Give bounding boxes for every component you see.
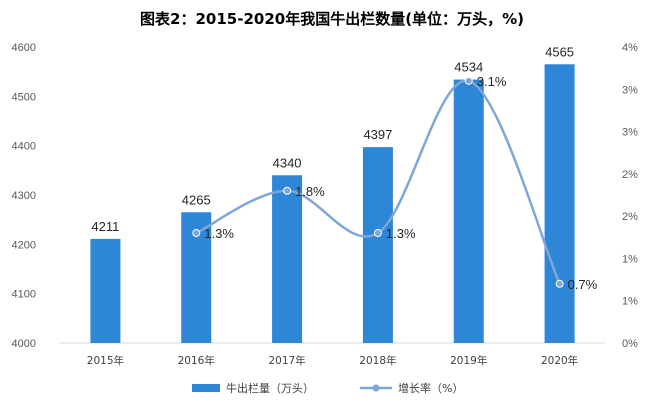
y-left-tick-label: 4600 bbox=[12, 42, 36, 54]
bar-data-label: 4397 bbox=[363, 127, 392, 142]
bar-data-label: 4565 bbox=[545, 44, 574, 59]
y-right-tick-label: 3% bbox=[622, 127, 638, 139]
x-tick-label: 2018年 bbox=[359, 354, 396, 367]
y-right-tick-label: 3% bbox=[622, 84, 638, 96]
legend-label-line: 增长率（%） bbox=[398, 381, 463, 395]
growth-rate-point bbox=[192, 229, 201, 238]
y-right-tick-label: 1% bbox=[622, 296, 638, 308]
axes-group: 4000 4100 4200 4300 4400 4500 4600 0% 1% 1% 2% 2% 3%… bbox=[12, 42, 639, 367]
y-left-tick-label: 4000 bbox=[12, 338, 36, 350]
x-tick-label: 2020年 bbox=[541, 354, 578, 367]
legend-label-bars: 牛出栏量（万头） bbox=[226, 381, 314, 395]
bar bbox=[544, 64, 575, 344]
x-tick-label: 2017年 bbox=[268, 354, 305, 367]
bars-group: 4211 4265 4340 4397 4534 4565 bbox=[90, 44, 575, 344]
legend-marker-line bbox=[372, 384, 380, 392]
growth-rate-point bbox=[283, 186, 292, 195]
y-right-tick-label: 2% bbox=[622, 211, 638, 223]
bar bbox=[453, 79, 484, 343]
y-left-tick-label: 4100 bbox=[12, 289, 36, 301]
bar bbox=[272, 175, 303, 343]
x-tick-label: 2015年 bbox=[87, 354, 124, 367]
growth-rate-point bbox=[555, 279, 564, 288]
y-right-tick-label: 1% bbox=[622, 253, 638, 265]
y-left-tick-label: 4200 bbox=[12, 239, 36, 251]
x-tick-label: 2016年 bbox=[178, 354, 215, 367]
y-right-tick-label: 4% bbox=[622, 42, 638, 54]
y-left-tick-label: 4300 bbox=[12, 190, 36, 202]
y-right-tick-label: 2% bbox=[622, 169, 638, 181]
chart-title: 图表2：2015-2020年我国牛出栏数量(单位：万头，%) bbox=[140, 10, 524, 28]
growth-rate-point bbox=[373, 229, 382, 238]
y-left-tick-label: 4500 bbox=[12, 91, 36, 103]
line-group: 1.3% 1.8% 1.3% 3.1% 0.7% bbox=[192, 74, 598, 292]
legend: 牛出栏量（万头） 增长率（%） bbox=[192, 381, 463, 395]
growth-rate-line bbox=[195, 79, 561, 285]
bar bbox=[362, 147, 393, 343]
bar-data-label: 4265 bbox=[182, 192, 211, 207]
bar-data-label: 4340 bbox=[273, 155, 302, 170]
legend-swatch-bars bbox=[192, 384, 220, 392]
bar-data-label: 4534 bbox=[454, 60, 483, 75]
x-tick-label: 2019年 bbox=[450, 354, 487, 367]
growth-rate-point bbox=[464, 76, 473, 85]
bar bbox=[90, 238, 121, 343]
bar-data-label: 4211 bbox=[91, 219, 119, 234]
growth-rate-label: 0.7% bbox=[568, 277, 598, 292]
y-left-tick-label: 4400 bbox=[12, 141, 36, 153]
growth-rate-label: 1.3% bbox=[386, 226, 416, 241]
y-right-tick-label: 0% bbox=[622, 338, 638, 350]
growth-rate-label: 1.3% bbox=[204, 226, 234, 241]
growth-rate-label: 1.8% bbox=[295, 184, 325, 199]
growth-rate-label: 3.1% bbox=[477, 74, 507, 89]
